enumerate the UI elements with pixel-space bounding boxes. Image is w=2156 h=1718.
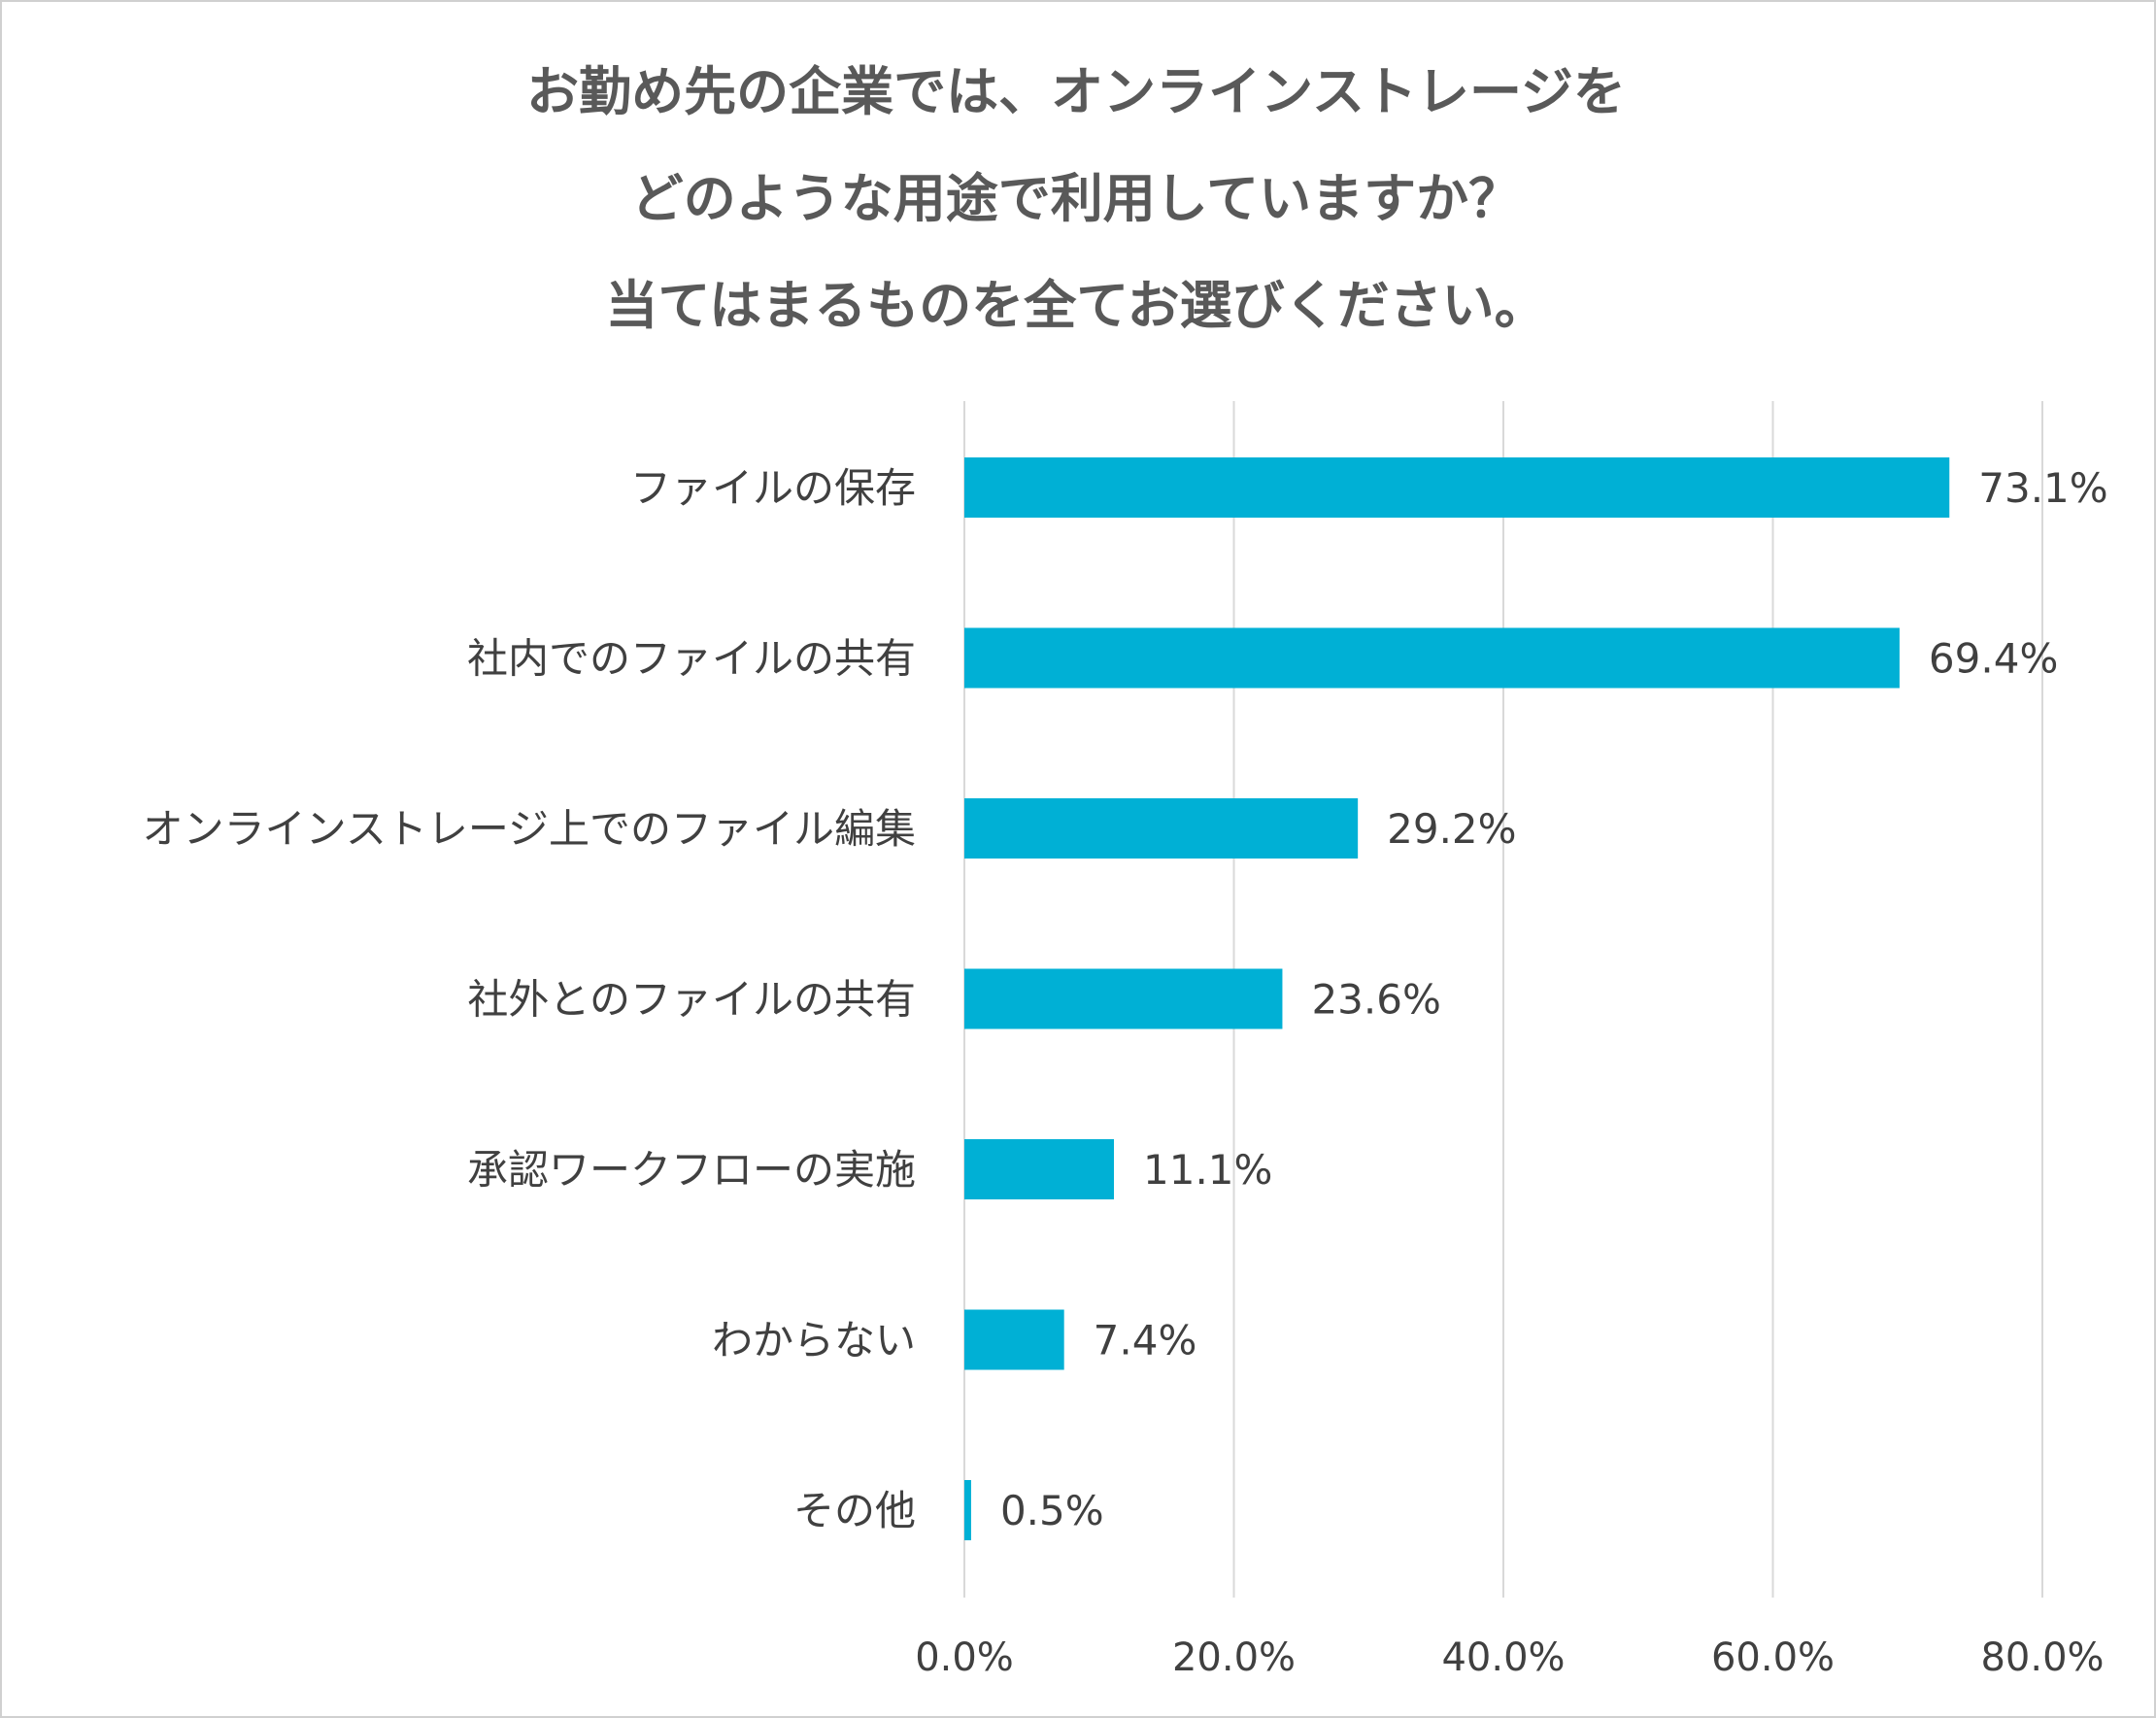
category-label: オンラインストレージ上でのファイル編集 bbox=[143, 805, 916, 853]
category-label: 社外とのファイルの共有 bbox=[467, 976, 916, 1024]
bar bbox=[964, 1309, 1064, 1370]
bar bbox=[964, 1139, 1115, 1199]
bars bbox=[964, 457, 1950, 1540]
value-label: 11.1% bbox=[1143, 1146, 1272, 1194]
value-label: 23.6% bbox=[1311, 976, 1440, 1024]
bar bbox=[964, 457, 1950, 518]
category-label: 社内でのファイルの共有 bbox=[467, 635, 916, 683]
chart-title-line-1: お勤め先の企業では、オンラインストレージを bbox=[526, 61, 1626, 122]
labels: 0.0% 20.0% 40.0% 60.0% 80.0% ファイルの保存 73.1% 社内での… bbox=[143, 464, 2108, 1680]
chart-title-line-3: 当てはまるものを全てお選びください。 bbox=[605, 275, 1547, 336]
x-tick-label: 0.0% bbox=[915, 1635, 1014, 1680]
chart-title-line-2: どのような用途で利用していますか？ bbox=[630, 168, 1522, 229]
category-label: その他 bbox=[793, 1487, 916, 1534]
value-label: 0.5% bbox=[1000, 1487, 1104, 1534]
x-tick-label: 40.0% bbox=[1441, 1635, 1565, 1680]
category-label: 承認ワークフローの実施 bbox=[467, 1146, 916, 1194]
x-tick-label: 80.0% bbox=[1980, 1635, 2104, 1680]
x-tick-label: 60.0% bbox=[1711, 1635, 1835, 1680]
value-label: 69.4% bbox=[1929, 635, 2058, 683]
chart-title: お勤め先の企業では、オンラインストレージを どのような用途で利用していますか？ … bbox=[0, 39, 2152, 359]
bar bbox=[964, 798, 1359, 859]
value-label: 7.4% bbox=[1094, 1317, 1197, 1364]
value-label: 73.1% bbox=[1978, 464, 2107, 512]
value-label: 29.2% bbox=[1387, 805, 1516, 853]
category-label: わからない bbox=[712, 1317, 916, 1364]
bar bbox=[964, 1480, 971, 1540]
bar bbox=[964, 968, 1283, 1029]
x-tick-label: 20.0% bbox=[1172, 1635, 1296, 1680]
bar bbox=[964, 627, 1900, 689]
category-label: ファイルの保存 bbox=[630, 464, 916, 512]
